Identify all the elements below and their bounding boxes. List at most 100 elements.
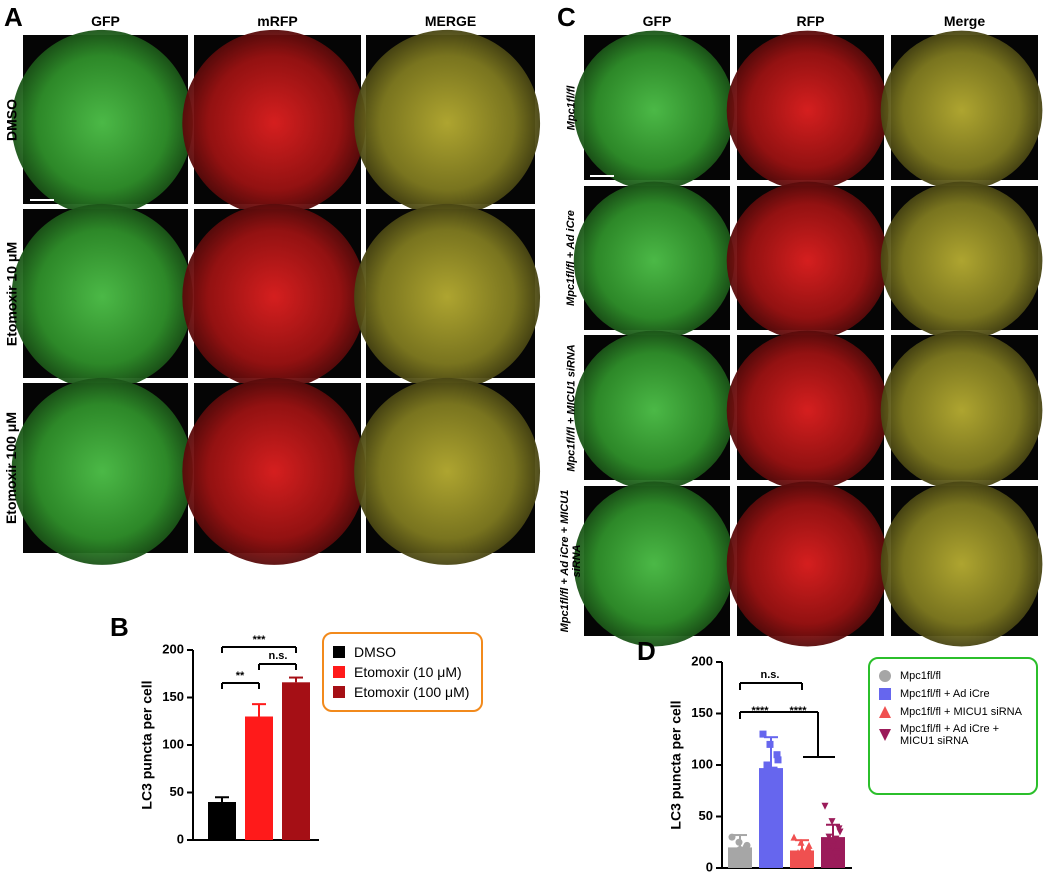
data-point [743, 841, 751, 849]
legend-label: Etomoxir (10 μM) [354, 664, 462, 680]
data-point [798, 845, 806, 853]
column-header: MERGE [424, 13, 477, 29]
data-point [770, 766, 778, 774]
significance-label: **** [751, 705, 769, 717]
column-header: Merge [943, 13, 986, 29]
legend-marker [879, 688, 891, 700]
data-point [829, 843, 837, 851]
row-label: Etomoxir 100 μM [2, 411, 19, 525]
y-tick-label: 100 [162, 736, 184, 751]
data-point [759, 730, 767, 738]
data-point [826, 849, 834, 857]
legend-swatch [879, 729, 891, 741]
legend-label: DMSO [354, 644, 396, 660]
error-bar [215, 796, 229, 802]
legend-label: Mpc1fl/fl + Ad iCre [900, 688, 990, 700]
legend-marker [333, 646, 345, 658]
y-tick-label: 200 [162, 641, 184, 656]
data-point [736, 845, 744, 853]
legend-swatch [879, 670, 891, 682]
column-header: GFP [642, 13, 672, 29]
cell-image [573, 30, 735, 191]
legend-marker [879, 670, 891, 682]
data-point [822, 838, 830, 846]
legend-label: Mpc1fl/fl [900, 670, 941, 682]
legend: DMSO Etomoxir (10 μM) Etomoxir (100 μM) [322, 632, 483, 712]
cell-image [726, 30, 889, 191]
cell-image [182, 203, 367, 390]
row-label: Etomoxir 10 μM [2, 241, 19, 346]
data-point [774, 756, 782, 764]
y-tick-label: 0 [706, 859, 713, 874]
cell-image [11, 29, 193, 216]
column-header: GFP [91, 13, 120, 29]
panel-letter: C [557, 2, 576, 32]
row-label: Mpc1fl/fl + Ad iCre [565, 210, 578, 306]
cell-image [726, 481, 889, 647]
panel-letter: A [4, 2, 23, 32]
data-point [833, 854, 841, 862]
cell-image [880, 181, 1043, 341]
row-label: Mpc1fl/fl + MICU1 siRNA [565, 343, 578, 472]
legend-entry: DMSO [332, 644, 473, 660]
row-label: Mpc1fl/fl [565, 85, 578, 130]
cell-image [880, 30, 1043, 191]
panel-letter: D [637, 636, 656, 666]
column-header: RFP [796, 13, 825, 29]
legend-entry: Etomoxir (10 μM) [332, 664, 473, 680]
legend-marker [879, 706, 891, 718]
legend-entry: Mpc1fl/fl + Ad iCre + MICU1 siRNA [878, 723, 1028, 747]
data-point [797, 838, 805, 846]
data-point [763, 761, 771, 769]
y-tick-label: 50 [699, 808, 713, 823]
data-point [794, 849, 802, 857]
cell-image [354, 377, 541, 565]
cell-image [573, 181, 735, 341]
legend-swatch [333, 686, 345, 698]
panel-letter: B [110, 612, 129, 642]
data-point [767, 776, 775, 784]
data-point [760, 771, 768, 779]
legend-swatch [879, 706, 891, 718]
significance-label: n.s. [761, 669, 780, 681]
cell-image [182, 29, 367, 216]
bar [282, 682, 310, 840]
y-axis-label: LC3 puncta per cell [668, 700, 684, 829]
data-point [821, 802, 829, 810]
y-axis-label: LC3 puncta per cell [139, 680, 155, 809]
column-header: mRFP [257, 13, 298, 29]
data-point [805, 841, 813, 849]
error-bar [252, 703, 266, 717]
legend-swatch [879, 688, 891, 700]
legend-label: Mpc1fl/fl + Ad iCre + MICU1 siRNA [900, 723, 1000, 747]
y-tick-label: 150 [691, 705, 713, 720]
y-tick-label: 150 [162, 689, 184, 704]
cell-image [573, 481, 735, 647]
legend-entry: Mpc1fl/fl + Ad iCre [878, 687, 1028, 701]
cell-image [573, 330, 735, 491]
data-point [764, 782, 772, 790]
legend: Mpc1fl/fl Mpc1fl/fl + Ad iCre Mpc1fl/fl + … [868, 657, 1038, 795]
data-point [733, 859, 741, 867]
legend-marker [333, 686, 345, 698]
cell-image [182, 377, 367, 565]
legend-entry: Mpc1fl/fl + MICU1 siRNA [878, 705, 1028, 719]
row-label: Mpc1fl/fl + Ad iCre + MICU1 siRNA [559, 489, 583, 633]
legend-swatch [333, 666, 345, 678]
data-point [836, 828, 844, 836]
data-point [790, 833, 798, 841]
cell-image [726, 181, 889, 341]
data-point [795, 859, 803, 867]
data-point [740, 852, 748, 860]
data-point [735, 838, 743, 846]
data-point [825, 833, 833, 841]
data-point [771, 787, 779, 795]
y-tick-label: 50 [170, 784, 184, 799]
cell-image [880, 481, 1043, 647]
data-point [828, 818, 836, 826]
legend-label: Etomoxir (100 μM) [354, 684, 470, 700]
data-point [791, 856, 799, 864]
cell-image [11, 203, 193, 390]
